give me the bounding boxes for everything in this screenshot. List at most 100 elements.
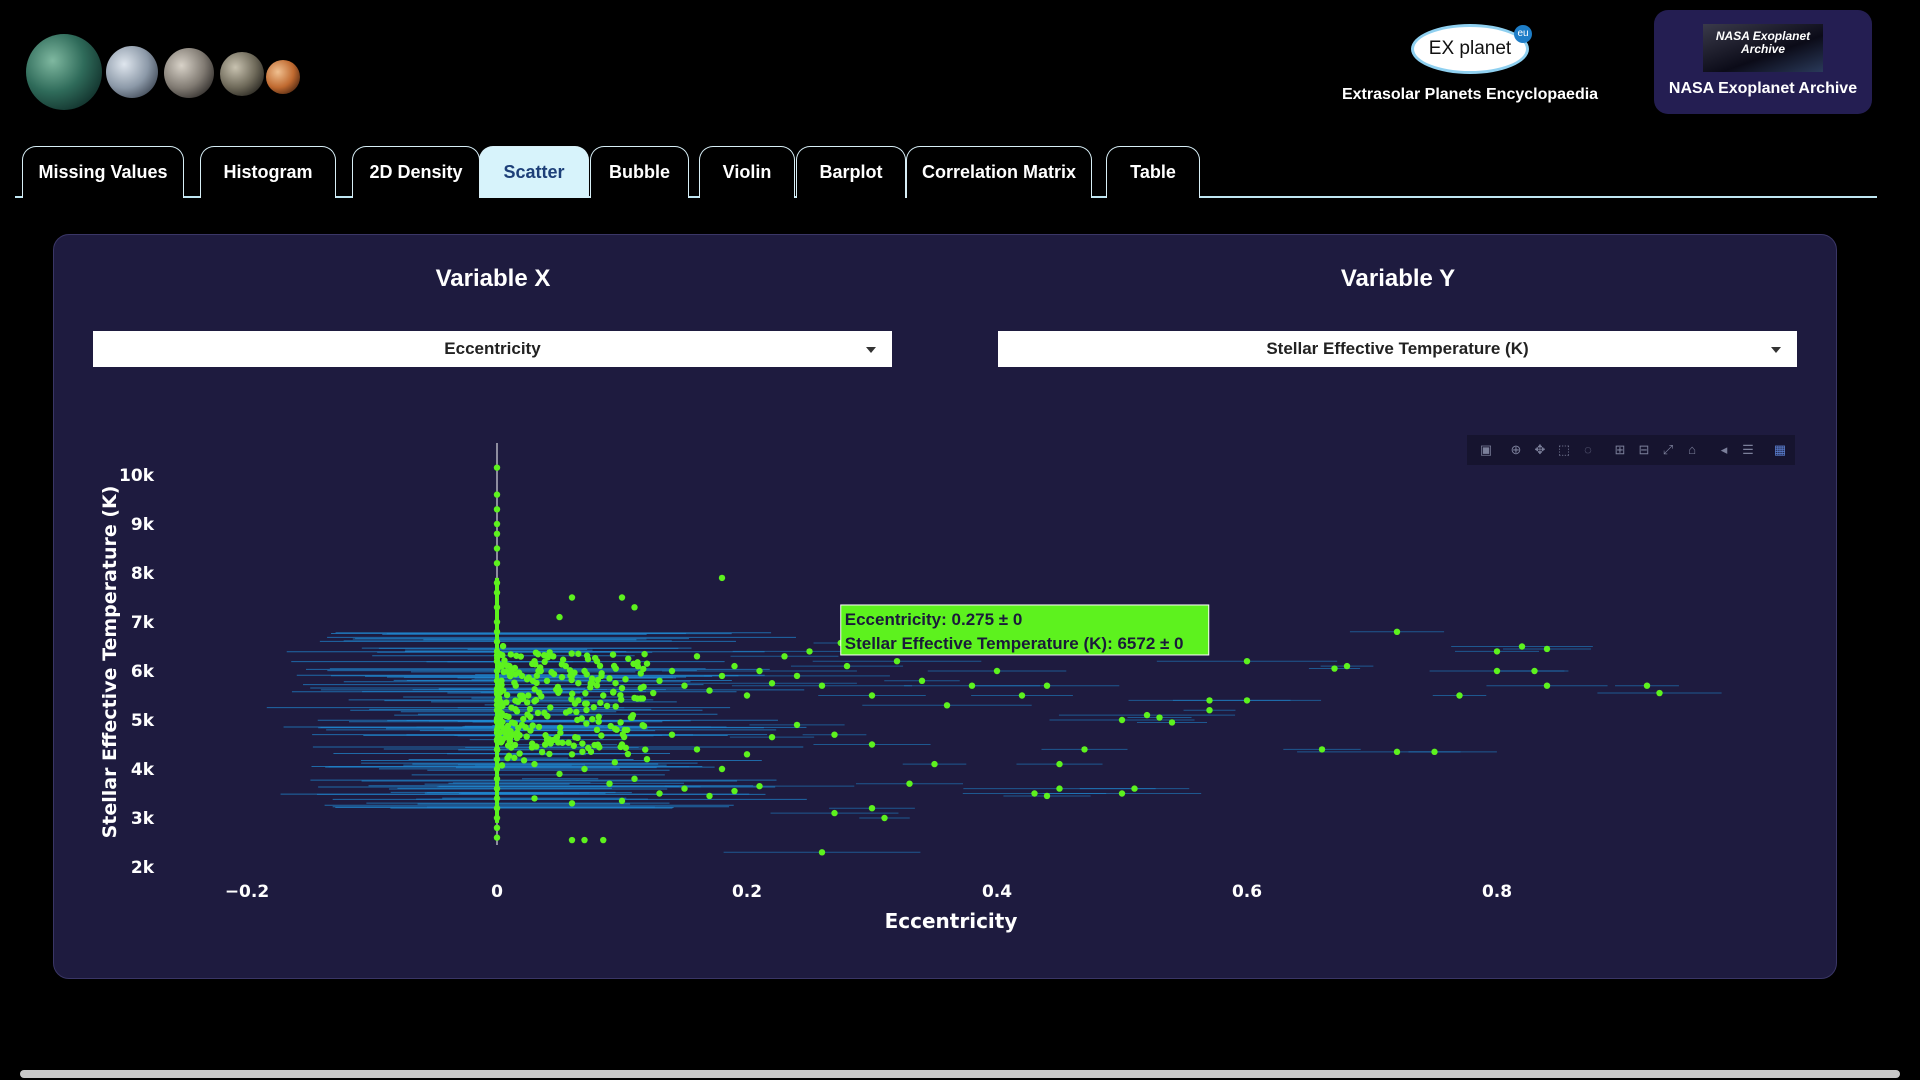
- data-point: [598, 672, 605, 680]
- variable-y-dropdown[interactable]: Stellar Effective Temperature (K): [998, 331, 1797, 367]
- data-point: [493, 491, 501, 498]
- y-tick-label: 2k: [131, 858, 155, 878]
- data-point: [650, 689, 657, 697]
- data-point: [590, 704, 597, 711]
- data-point: [618, 594, 626, 601]
- data-point: [611, 759, 619, 766]
- data-point: [600, 836, 607, 844]
- y-tick-label: 5k: [131, 711, 155, 731]
- data-point: [547, 704, 554, 711]
- data-point: [598, 732, 605, 739]
- data-point: [640, 722, 648, 730]
- hover-tooltip: Eccentricity: 0.275 ± 0 Stellar Effectiv…: [840, 604, 1210, 656]
- data-point: [535, 667, 542, 674]
- x-tick-label: 0.2: [732, 882, 762, 902]
- data-point: [511, 741, 519, 749]
- data-point: [818, 849, 826, 856]
- data-point: [511, 720, 518, 727]
- data-point: [609, 651, 617, 658]
- x-axis-title: Eccentricity: [885, 909, 1018, 933]
- data-points[interactable]: [493, 464, 1663, 856]
- data-point: [513, 708, 521, 715]
- data-point: [531, 795, 538, 802]
- data-point: [535, 723, 543, 731]
- tab-violin[interactable]: Violin: [699, 146, 795, 198]
- data-point: [546, 750, 553, 758]
- data-point: [831, 809, 838, 817]
- zoom-out-icon[interactable]: ⊟: [1638, 442, 1650, 457]
- data-point: [1456, 692, 1463, 699]
- data-point: [624, 750, 632, 758]
- data-point: [575, 679, 582, 687]
- data-point: [578, 715, 585, 722]
- data-point: [768, 680, 776, 687]
- nasa-archive-caption: NASA Exoplanet Archive: [1668, 80, 1858, 97]
- data-point: [743, 751, 751, 758]
- reset-axes-icon[interactable]: ⌂: [1688, 442, 1696, 457]
- data-point: [1168, 719, 1176, 726]
- data-point: [617, 691, 624, 699]
- lasso-icon[interactable]: ◌: [1584, 442, 1592, 457]
- scatter-panel: Variable X Variable Y Eccentricity Stell…: [53, 234, 1837, 979]
- y-tick-label: 7k: [131, 613, 155, 633]
- data-point: [593, 682, 601, 689]
- variable-y-title: Variable Y: [1340, 265, 1456, 292]
- data-point: [497, 735, 505, 743]
- data-point: [559, 739, 566, 746]
- plotly-logo-icon[interactable]: ▦: [1773, 442, 1787, 457]
- x-tick-label: 0.4: [982, 882, 1012, 902]
- data-point: [1393, 748, 1401, 756]
- data-point: [496, 729, 504, 736]
- tab-table[interactable]: Table: [1106, 146, 1200, 198]
- tab-histogram[interactable]: Histogram: [200, 146, 336, 198]
- nasa-archive-link[interactable]: NASA Exoplanet Archive NASA Exoplanet Ar…: [1654, 10, 1872, 114]
- tab-scatter[interactable]: Scatter: [479, 146, 589, 198]
- tab-2d-density[interactable]: 2D Density: [352, 146, 480, 198]
- data-point: [1043, 792, 1051, 800]
- data-point: [606, 675, 613, 682]
- tab-correlation-matrix[interactable]: Correlation Matrix: [906, 146, 1092, 198]
- zoom-icon[interactable]: ⊕: [1510, 442, 1522, 457]
- data-point: [493, 589, 501, 596]
- exoplanet-eu-link[interactable]: EX planet eu Extrasolar Planets Encyclop…: [1330, 24, 1610, 104]
- autoscale-icon[interactable]: ⤢: [1662, 442, 1674, 457]
- tab-bubble[interactable]: Bubble: [590, 146, 689, 198]
- camera-icon[interactable]: ▣: [1479, 442, 1493, 457]
- data-point: [507, 651, 515, 658]
- data-point: [918, 677, 926, 684]
- tab-barplot[interactable]: Barplot: [796, 146, 906, 198]
- data-point: [793, 672, 801, 680]
- data-point: [1543, 645, 1551, 653]
- data-point: [843, 662, 851, 670]
- data-point: [943, 702, 951, 709]
- data-point: [621, 726, 628, 734]
- horizontal-scrollbar[interactable]: [20, 1070, 1900, 1078]
- zoom-in-icon[interactable]: ⊞: [1614, 442, 1626, 457]
- tab-bar: Missing Values Histogram 2D Density Scat…: [15, 146, 1877, 198]
- variable-x-title: Variable X: [435, 265, 551, 292]
- box-select-icon[interactable]: ⬚: [1557, 442, 1571, 457]
- spike-lines-icon[interactable]: ◂: [1720, 442, 1728, 457]
- data-point: [498, 762, 506, 769]
- compare-hover-icon[interactable]: ☰: [1742, 442, 1754, 457]
- data-point: [579, 740, 586, 747]
- tooltip-line-2: Stellar Effective Temperature (K): 6572 …: [845, 634, 1184, 653]
- data-point: [588, 675, 596, 682]
- data-point: [1243, 658, 1251, 665]
- pan-icon[interactable]: ✥: [1534, 442, 1546, 457]
- variable-x-dropdown[interactable]: Eccentricity: [93, 331, 892, 367]
- data-point: [606, 780, 613, 787]
- data-point: [768, 733, 776, 741]
- data-point: [501, 657, 508, 664]
- data-point: [583, 652, 591, 659]
- data-point: [579, 748, 586, 755]
- tab-missing-values[interactable]: Missing Values: [22, 146, 184, 198]
- data-point: [528, 740, 536, 747]
- data-point: [1543, 682, 1551, 689]
- data-point: [596, 662, 604, 670]
- data-point: [893, 658, 901, 665]
- data-point: [868, 805, 876, 812]
- data-point: [505, 713, 512, 720]
- data-point: [1318, 746, 1326, 753]
